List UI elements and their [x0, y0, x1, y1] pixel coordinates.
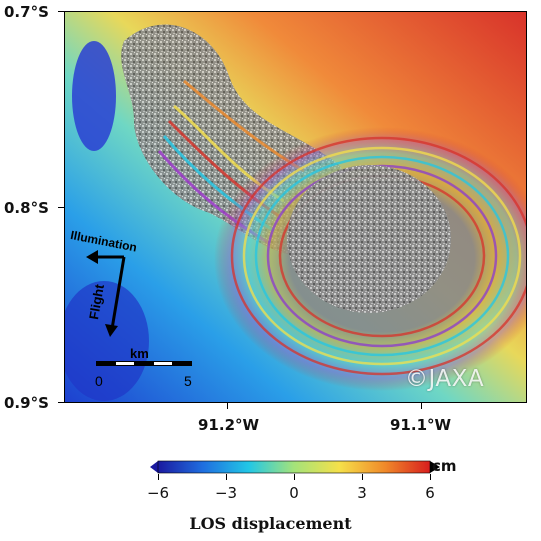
- colorbar-tick-label: −3: [214, 484, 238, 502]
- colorbar-tick-label: 3: [357, 484, 367, 502]
- scale-unit-label: km: [130, 346, 149, 361]
- lat-tick: [58, 402, 64, 403]
- lat-tick: [58, 207, 64, 208]
- colorbar: [150, 460, 440, 474]
- colorbar-tick: [158, 474, 159, 480]
- lat-tick: [58, 11, 64, 12]
- colorbar-right-arrow: [430, 461, 440, 473]
- colorbar-tick: [294, 474, 295, 480]
- scale-end-label: 5: [184, 373, 192, 389]
- colorbar-tick-label: 6: [425, 484, 435, 502]
- deformation-lobe: [72, 41, 116, 151]
- insar-interferogram-map[interactable]: [64, 11, 527, 403]
- lat-label-0.7: 0.7°S: [4, 3, 49, 21]
- lon-label-91.2: 91.2°W: [198, 416, 260, 434]
- scale-bar: [96, 361, 192, 366]
- lon-label-91.1: 91.1°W: [390, 416, 452, 434]
- scale-start-label: 0: [95, 373, 103, 389]
- colorbar-unit: cm: [432, 457, 457, 475]
- lon-tick: [227, 403, 228, 409]
- colorbar-tick-label: 0: [289, 484, 299, 502]
- colorbar-tick-label: −6: [146, 484, 170, 502]
- lon-tick: [421, 403, 422, 409]
- colorbar-tick: [226, 474, 227, 480]
- colorbar-title: LOS displacement: [189, 514, 352, 533]
- caldera-floor: [287, 165, 451, 313]
- colorbar-gradient: [157, 460, 431, 474]
- caldera-rings: [230, 136, 527, 376]
- lat-label-0.9: 0.9°S: [4, 394, 49, 412]
- direction-arrows: [86, 250, 126, 337]
- colorbar-tick: [362, 474, 363, 480]
- lat-label-0.8: 0.8°S: [4, 199, 49, 217]
- flight-arrow-icon: [105, 324, 118, 337]
- colorbar-left-arrow: [150, 461, 158, 473]
- colorbar-tick: [430, 474, 431, 480]
- deformation-lobe: [64, 281, 149, 401]
- copyright-watermark: ©JAXA: [405, 366, 485, 392]
- flight-arrow-shaft: [110, 256, 126, 330]
- illumination-arrow-icon: [86, 250, 98, 264]
